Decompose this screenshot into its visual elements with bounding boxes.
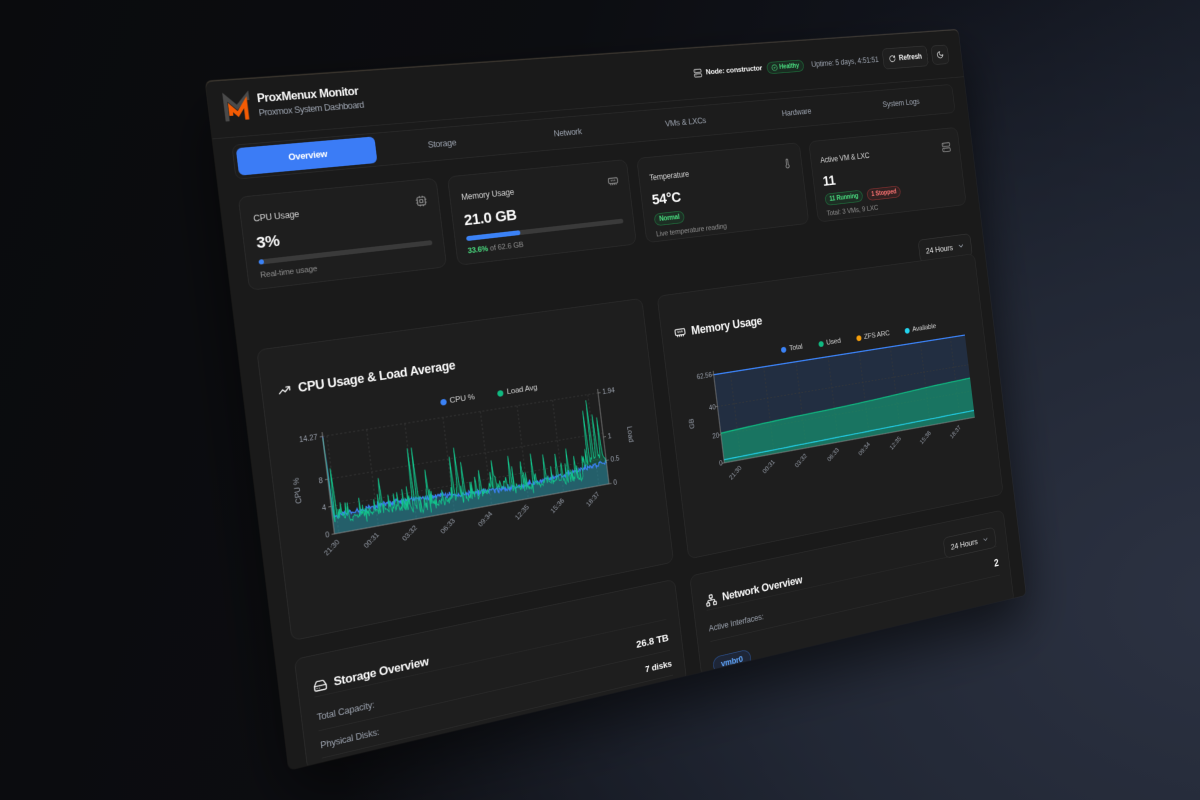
svg-text:18:37: 18:37 [584,490,601,508]
svg-text:0: 0 [325,531,330,540]
svg-text:GB: GB [687,418,696,430]
svg-text:4: 4 [321,503,327,512]
svg-text:20: 20 [712,431,720,440]
svg-text:12:35: 12:35 [513,503,530,521]
svg-text:06:33: 06:33 [439,517,457,536]
svg-text:21:30: 21:30 [322,538,341,557]
svg-text:15:36: 15:36 [918,429,932,445]
svg-text:03:32: 03:32 [400,524,418,543]
svg-text:00:31: 00:31 [761,458,776,475]
svg-text:06:33: 06:33 [826,446,841,463]
svg-text:03:32: 03:32 [793,452,808,469]
svg-text:0: 0 [613,479,617,487]
svg-text:15:36: 15:36 [549,497,566,515]
svg-text:8: 8 [318,476,323,485]
svg-text:Load: Load [626,425,636,443]
svg-text:09:34: 09:34 [857,440,872,457]
svg-text:0.5: 0.5 [610,454,620,463]
svg-text:18:37: 18:37 [949,424,963,440]
svg-text:1: 1 [607,432,611,440]
svg-text:40: 40 [709,403,717,412]
svg-text:CPU %: CPU % [291,477,304,505]
svg-text:12:35: 12:35 [888,435,902,451]
svg-text:14.27: 14.27 [299,433,318,444]
svg-text:09:34: 09:34 [476,509,494,528]
svg-text:62.56: 62.56 [696,371,712,381]
svg-text:0: 0 [719,460,723,468]
svg-text:1.94: 1.94 [602,387,616,397]
svg-text:21:30: 21:30 [728,464,743,481]
svg-text:00:31: 00:31 [362,531,381,550]
